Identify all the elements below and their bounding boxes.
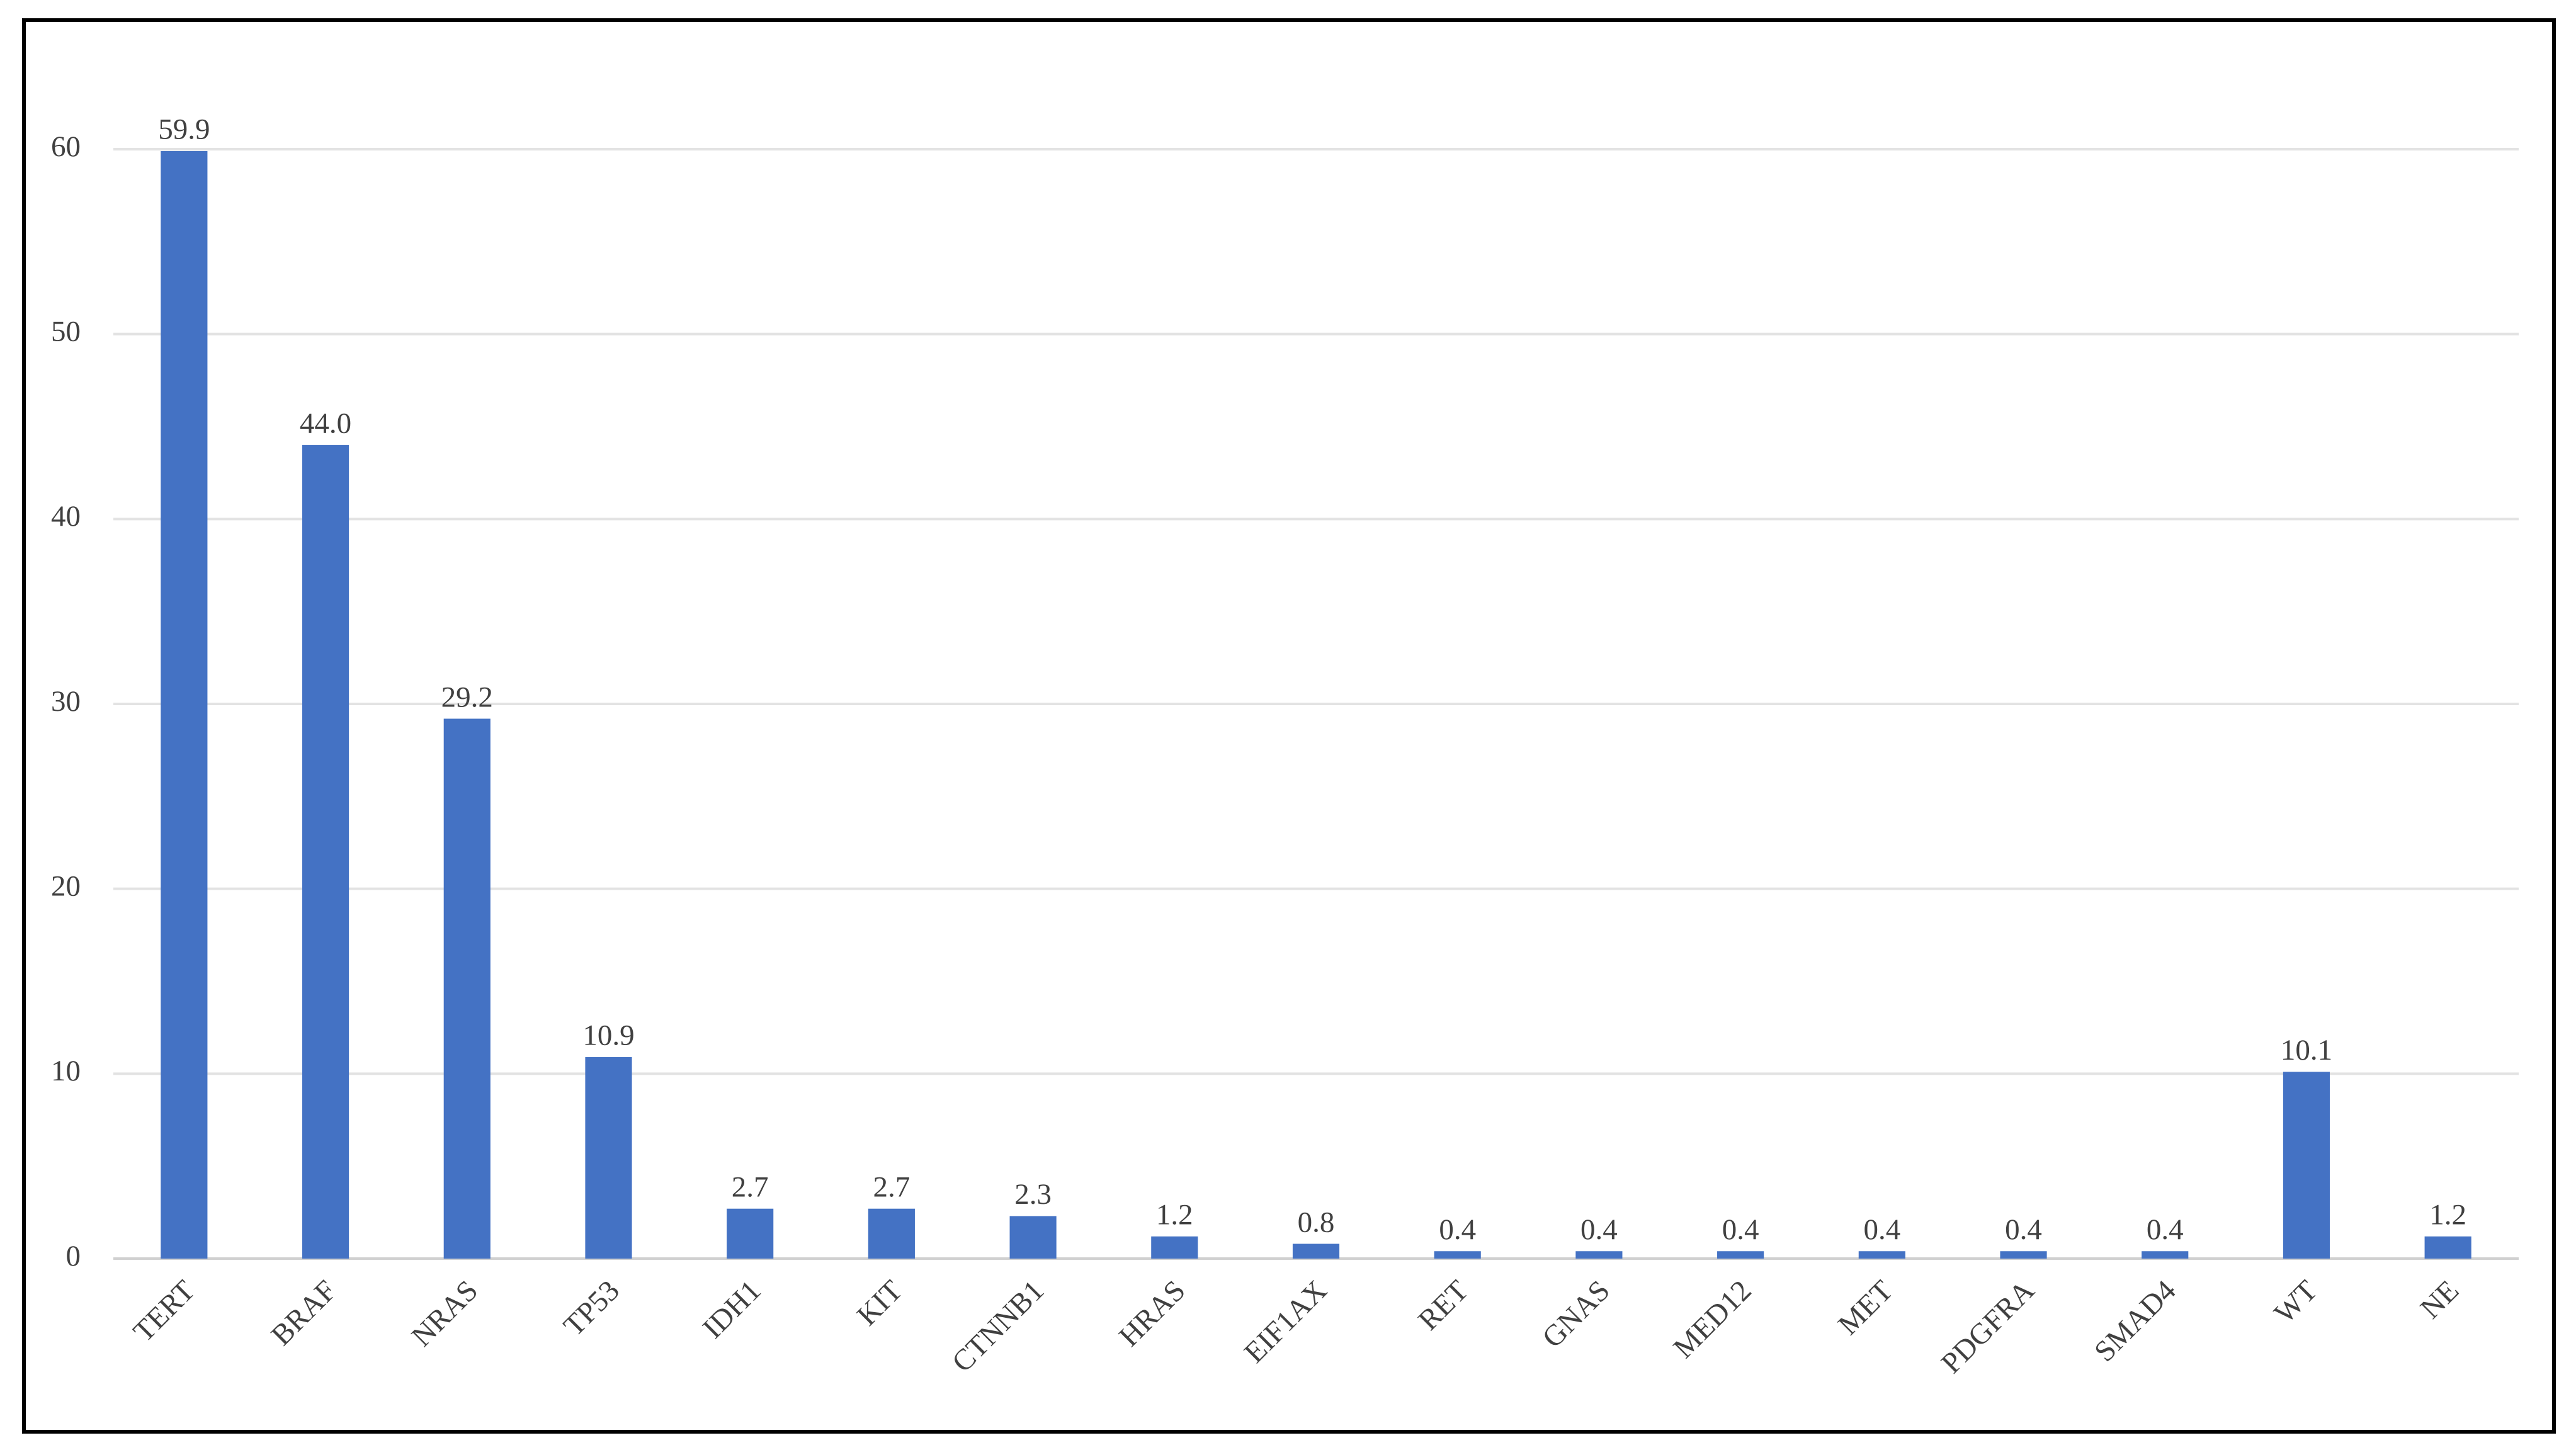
x-tick-label: RET [1412, 1274, 1475, 1337]
value-label: 0.4 [2005, 1213, 2042, 1246]
bar [1009, 1216, 1057, 1259]
value-label: 0.4 [1580, 1213, 1618, 1246]
value-label: 0.4 [1863, 1213, 1900, 1246]
value-label: 10.1 [2281, 1034, 2332, 1067]
x-tick-label: GNAS [1536, 1274, 1616, 1354]
y-tick-label: 30 [51, 685, 81, 718]
bar [727, 1208, 774, 1259]
y-tick-label: 10 [51, 1055, 81, 1087]
value-label: 2.7 [873, 1170, 911, 1203]
bar [2283, 1072, 2330, 1259]
x-tick-label: TERT [127, 1274, 201, 1349]
y-tick-label: 40 [51, 500, 81, 533]
value-label: 59.9 [158, 113, 210, 146]
bar [868, 1208, 915, 1259]
value-label: 1.2 [2429, 1199, 2466, 1232]
bar [1434, 1251, 1481, 1259]
bar [1292, 1243, 1340, 1259]
x-tick-label: IDH1 [696, 1274, 767, 1345]
x-tick-label: SMAD4 [2088, 1274, 2182, 1368]
y-tick-label: 20 [51, 869, 81, 902]
bar [585, 1056, 632, 1259]
x-tick-label: CTNNB1 [946, 1274, 1050, 1379]
value-label: 2.7 [732, 1170, 769, 1203]
bar [1717, 1251, 1764, 1259]
y-tick-label: 60 [51, 130, 81, 163]
x-tick-label: BRAF [265, 1274, 343, 1352]
x-tick-label: EIF1AX [1238, 1274, 1333, 1369]
y-tick-label: 0 [66, 1240, 81, 1272]
bar [2000, 1251, 2047, 1259]
frame [22, 18, 2556, 1434]
value-label: 10.9 [582, 1019, 634, 1052]
x-tick-label: WT [2268, 1274, 2324, 1330]
bar [1151, 1236, 1198, 1259]
value-label: 44.0 [300, 407, 351, 440]
x-tick-label: TP53 [557, 1274, 626, 1343]
bar [2142, 1251, 2189, 1259]
x-tick-label: MET [1832, 1274, 1899, 1342]
y-tick-label: 50 [51, 315, 81, 348]
value-label: 29.2 [441, 681, 493, 713]
x-tick-label: NRAS [406, 1274, 484, 1353]
value-label: 2.3 [1014, 1178, 1052, 1211]
bar [161, 150, 208, 1259]
x-tick-label: PDGFRA [1935, 1274, 2041, 1380]
value-label: 0.4 [1439, 1213, 1476, 1246]
value-label: 0.4 [2147, 1213, 2184, 1246]
x-tick-label: MED12 [1667, 1274, 1758, 1365]
bar [1575, 1251, 1623, 1259]
x-tick-label: KIT [851, 1274, 909, 1332]
bar [1858, 1251, 1905, 1259]
x-tick-label: HRAS [1113, 1274, 1191, 1353]
value-label: 0.4 [1722, 1213, 1759, 1246]
x-tick-label: NE [2414, 1274, 2465, 1325]
value-label: 0.8 [1298, 1206, 1335, 1238]
bar [302, 445, 349, 1259]
bar [2424, 1236, 2471, 1259]
value-label: 1.2 [1156, 1199, 1193, 1232]
bar [443, 718, 491, 1259]
